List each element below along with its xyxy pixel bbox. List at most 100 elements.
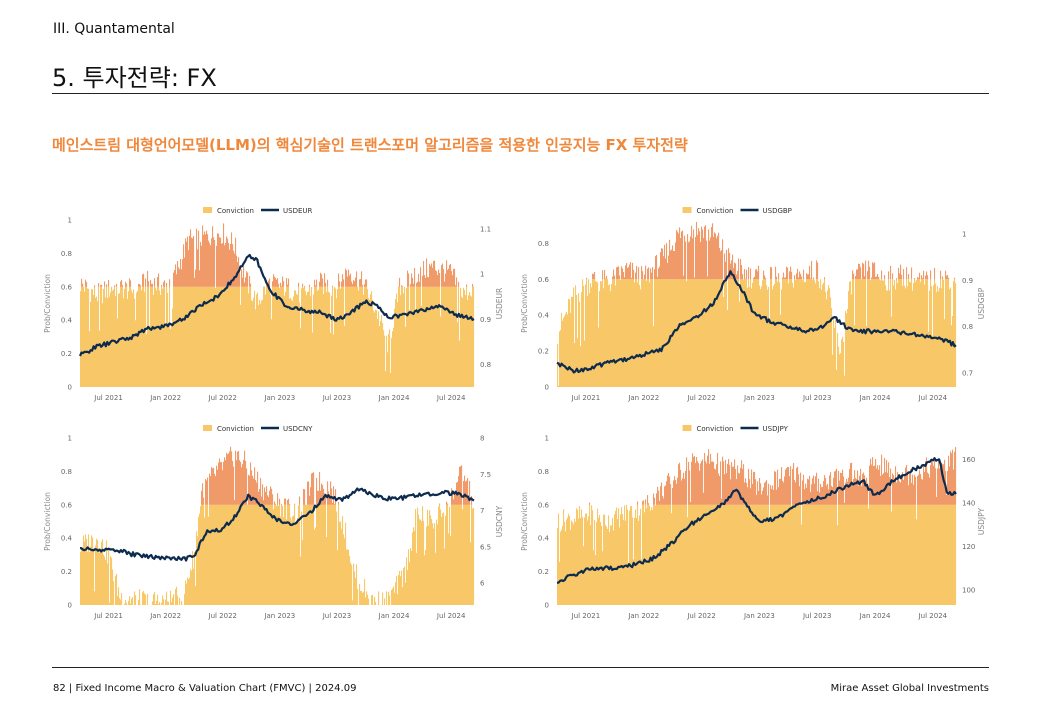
conviction-bar-high [806,487,808,505]
conviction-bar [756,504,758,605]
conviction-bar-high [179,269,181,287]
conviction-bar [644,279,646,387]
conviction-bar-high [198,230,200,287]
conviction-bar [421,521,423,605]
conviction-bar-high [206,230,208,287]
conviction-bar-high [222,470,224,505]
conviction-bar [433,528,435,605]
conviction-bar [834,504,836,605]
conviction-bar [730,279,732,387]
x-tick-label: Jul 2022 [208,612,238,620]
conviction-bar [591,287,593,387]
conviction-bar-high [234,500,236,505]
conviction-bar-high [261,496,263,505]
conviction-bar [260,303,262,387]
conviction-bar-high [688,461,690,505]
conviction-bar-high [726,473,728,505]
conviction-bar [447,286,449,387]
conviction-bar [204,286,206,387]
conviction-bar [127,299,129,387]
conviction-bar [82,550,84,605]
conviction-bar-high [832,487,834,505]
conviction-bar-high [219,458,221,505]
conviction-bar-high [807,274,809,280]
conviction-bar-high [454,493,456,505]
conviction-bar [330,332,332,387]
conviction-bar [649,282,651,387]
conviction-bar-high [98,283,100,287]
conviction-bar [741,504,743,605]
conviction-bar [951,325,953,387]
conviction-bar [593,550,595,605]
conviction-bar-high [822,486,824,505]
conviction-bar [359,583,361,605]
conviction-bar-high [324,273,326,287]
conviction-bar-high [309,284,311,287]
conviction-bar-high [636,266,638,280]
conviction-bar [399,286,401,387]
conviction-bar-high [282,276,284,287]
conviction-bar-high [268,280,270,287]
conviction-bar [428,286,430,387]
conviction-bar-high [784,476,786,505]
conviction-bar [782,279,784,387]
conviction-bar-high [709,240,711,280]
conviction-bar [592,279,594,387]
conviction-bar-high [825,478,827,505]
x-tick-label: Jul 2021 [93,394,123,402]
conviction-bar-high [706,240,708,280]
conviction-bar [714,504,716,605]
conviction-bar [770,279,772,387]
conviction-bar-high [863,472,865,505]
conviction-bar [199,513,201,605]
conviction-bar [945,279,947,387]
conviction-bar [941,288,943,387]
conviction-bar-high [917,277,919,280]
conviction-bar-high [334,504,336,505]
conviction-bar [177,286,179,387]
conviction-bar [223,504,225,605]
conviction-bar [694,504,696,605]
conviction-bar-high [792,468,794,505]
conviction-bar [324,504,326,605]
conviction-bar [655,279,657,387]
conviction-bar-high [878,469,880,505]
conviction-bar [261,504,263,605]
conviction-bar-high [299,496,301,505]
conviction-bar-high [874,262,876,280]
conviction-bar [716,279,718,387]
conviction-bar [887,290,889,387]
conviction-bar [750,279,752,387]
conviction-bar [412,532,414,605]
footer-company: Mirae Asset Global Investments [830,683,989,694]
conviction-bar [327,286,329,387]
conviction-bar-high [629,264,631,280]
conviction-bar-high [942,276,944,280]
conviction-bar [908,279,910,387]
conviction-bar-high [888,271,890,280]
conviction-bar-high [733,466,735,505]
conviction-bar [227,286,229,387]
conviction-bar [312,504,314,605]
conviction-bar [450,536,452,605]
y2-tick-label: 1 [480,271,484,279]
conviction-bar [141,290,143,387]
conviction-bar [431,519,433,605]
conviction-bar-high [163,281,165,287]
conviction-bar [129,596,131,605]
conviction-bar-high [259,489,261,505]
conviction-bar-high [736,478,738,505]
conviction-bar-high [683,472,685,505]
conviction-bar [658,279,660,387]
conviction-bar [213,286,215,387]
conviction-bar [841,339,843,387]
conviction-bar [885,504,887,605]
conviction-bar [800,504,802,605]
conviction-bar-high [902,471,904,505]
conviction-bar-high [842,469,844,505]
conviction-bar [810,279,812,387]
conviction-bar-high [954,277,956,280]
conviction-bar-high [276,279,278,287]
conviction-bar-high [100,284,102,287]
conviction-bar [347,286,349,387]
